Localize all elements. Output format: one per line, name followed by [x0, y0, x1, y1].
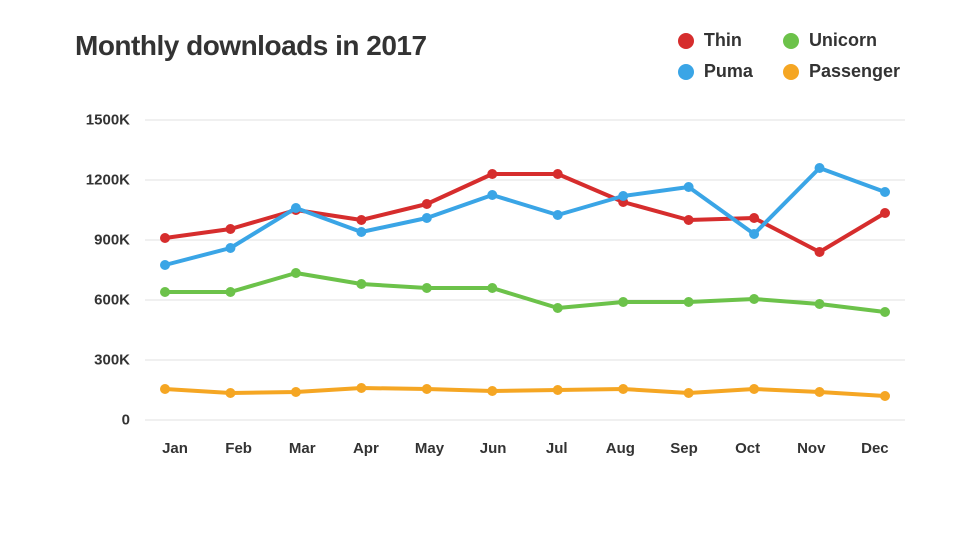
x-tick-label: May: [410, 440, 450, 457]
series-marker-unicorn: [553, 303, 563, 313]
legend-dot-passenger: [783, 64, 799, 80]
series-marker-thin: [422, 199, 432, 209]
y-tick-label: 900K: [94, 232, 130, 249]
series-marker-passenger: [291, 387, 301, 397]
chart-title: Monthly downloads in 2017: [75, 30, 427, 62]
legend-item-puma: Puma: [678, 61, 753, 82]
x-tick-label: Feb: [219, 440, 259, 457]
series-marker-thin: [356, 215, 366, 225]
series-marker-passenger: [225, 388, 235, 398]
series-marker-thin: [225, 224, 235, 234]
y-tick-label: 0: [122, 412, 130, 429]
series-marker-puma: [356, 227, 366, 237]
x-tick-label: Oct: [728, 440, 768, 457]
legend-label-thin: Thin: [704, 30, 742, 51]
series-marker-passenger: [422, 384, 432, 394]
y-tick-label: 300K: [94, 352, 130, 369]
series-marker-thin: [749, 213, 759, 223]
series-marker-puma: [618, 191, 628, 201]
series-marker-thin: [684, 215, 694, 225]
legend-label-puma: Puma: [704, 61, 753, 82]
series-marker-passenger: [618, 384, 628, 394]
series-marker-puma: [749, 229, 759, 239]
series-marker-passenger: [749, 384, 759, 394]
plot-svg: [145, 120, 905, 430]
x-tick-label: Jan: [155, 440, 195, 457]
x-tick-label: Aug: [600, 440, 640, 457]
series-marker-puma: [684, 182, 694, 192]
series-marker-unicorn: [291, 268, 301, 278]
series-marker-puma: [225, 243, 235, 253]
series-marker-passenger: [553, 385, 563, 395]
y-axis: 0300K600K900K1200K1500K: [70, 120, 130, 420]
series-marker-thin: [553, 169, 563, 179]
y-tick-label: 600K: [94, 292, 130, 309]
series-marker-thin: [815, 247, 825, 257]
series-marker-puma: [553, 210, 563, 220]
x-tick-label: Jul: [537, 440, 577, 457]
series-line-passenger: [165, 388, 885, 396]
series-marker-unicorn: [815, 299, 825, 309]
y-tick-label: 1500K: [86, 112, 130, 129]
x-tick-label: Apr: [346, 440, 386, 457]
legend-dot-thin: [678, 33, 694, 49]
legend-dot-puma: [678, 64, 694, 80]
x-tick-label: Sep: [664, 440, 704, 457]
legend-label-unicorn: Unicorn: [809, 30, 877, 51]
series-marker-puma: [815, 163, 825, 173]
series-marker-passenger: [487, 386, 497, 396]
series-marker-passenger: [684, 388, 694, 398]
legend: Thin Unicorn Puma Passenger: [678, 30, 900, 82]
series-marker-unicorn: [422, 283, 432, 293]
series-marker-thin: [880, 208, 890, 218]
y-tick-label: 1200K: [86, 172, 130, 189]
series-marker-unicorn: [684, 297, 694, 307]
series-line-unicorn: [165, 273, 885, 312]
series-marker-unicorn: [880, 307, 890, 317]
legend-dot-unicorn: [783, 33, 799, 49]
series-marker-puma: [160, 260, 170, 270]
series-marker-puma: [487, 190, 497, 200]
series-marker-puma: [422, 213, 432, 223]
series-marker-unicorn: [618, 297, 628, 307]
legend-item-thin: Thin: [678, 30, 753, 51]
series-marker-passenger: [815, 387, 825, 397]
series-marker-passenger: [880, 391, 890, 401]
series-marker-unicorn: [225, 287, 235, 297]
x-axis: Jan Feb Mar Apr May Jun Jul Aug Sep Oct Nov Dec: [155, 440, 895, 457]
series-marker-puma: [880, 187, 890, 197]
x-tick-label: Nov: [791, 440, 831, 457]
series-marker-thin: [487, 169, 497, 179]
legend-item-unicorn: Unicorn: [783, 30, 900, 51]
series-marker-puma: [291, 203, 301, 213]
series-marker-unicorn: [356, 279, 366, 289]
series-marker-unicorn: [487, 283, 497, 293]
chart-area: 0300K600K900K1200K1500K JanFebMarAprMayJ…: [75, 120, 895, 490]
legend-item-passenger: Passenger: [783, 61, 900, 82]
series-marker-passenger: [356, 383, 366, 393]
x-tick-label: Mar: [282, 440, 322, 457]
legend-label-passenger: Passenger: [809, 61, 900, 82]
series-marker-unicorn: [160, 287, 170, 297]
series-marker-thin: [160, 233, 170, 243]
x-tick-label: Jun: [473, 440, 513, 457]
series-marker-unicorn: [749, 294, 759, 304]
x-tick-label: Dec: [855, 440, 895, 457]
series-marker-passenger: [160, 384, 170, 394]
